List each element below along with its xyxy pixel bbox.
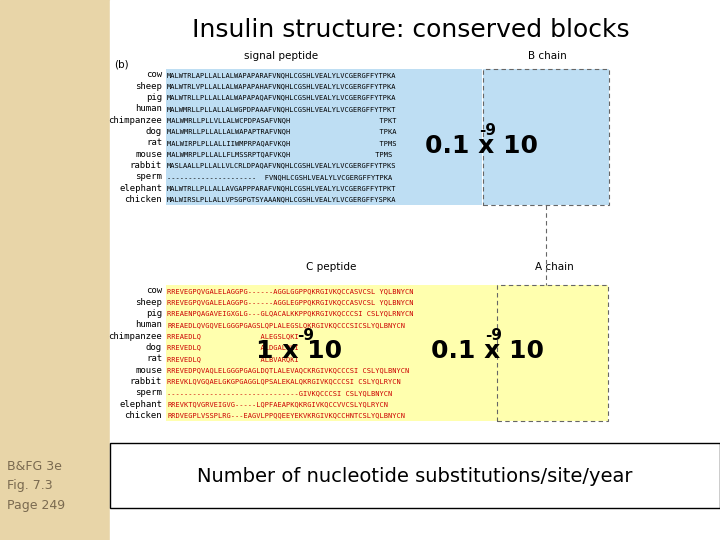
Bar [483,69,609,205]
Text: -------------------------------GIVKQCCCSI CSLYQLBNYCN: -------------------------------GIVKQCCCS… [167,390,392,396]
Text: sheep: sheep [135,82,162,91]
Text: ---------------------  FVNQHLCGSHLVEALYLVCGERGFFYTPKA: --------------------- FVNQHLCGSHLVEALYLV… [167,174,392,180]
Bar [497,285,608,421]
Text: chimpanzee: chimpanzee [108,332,162,341]
Text: chicken: chicken [125,411,162,420]
Text: B chain: B chain [528,51,567,61]
Text: RREAEDLQVGQVELGGGPGAGSLQPLALEGSLQKRGIVKQCCCSICSLYQLBNYCN: RREAEDLQVGQVELGGGPGAGSLQPLALEGSLQKRGIVKQ… [167,322,405,328]
Text: Insulin structure: conserved blocks: Insulin structure: conserved blocks [192,18,629,42]
Text: MALWTRLVPLLALLALWAPAPAHAFVNQHLCGSHLVEALYLVCGERGFFYTPKA: MALWTRLVPLLALLALWAPAPAHAFVNQHLCGSHLVEALY… [167,83,397,89]
Text: -9: -9 [297,328,314,343]
Text: human: human [135,320,162,329]
Text: sperm: sperm [135,172,162,181]
Text: (b): (b) [114,60,128,70]
Text: sheep: sheep [135,298,162,307]
Text: MALWTRLLPLLALLALWAPAPAQAFVNQHLCGSHLVEALYLVCGERGFFYTPKA: MALWTRLLPLLALLALWAPAPAQAFVNQHLCGSHLVEALY… [167,94,397,100]
Text: -9: -9 [485,328,503,343]
Text: 0.1 x 10: 0.1 x 10 [431,339,544,363]
Text: 1 x 10: 1 x 10 [256,339,342,363]
Text: rat: rat [146,138,162,147]
Text: RREAEDLQ              ALEGSLQKI: RREAEDLQ ALEGSLQKI [167,333,299,339]
Bar [110,443,720,508]
Text: MALWTRLAPLLALLALWAPAPARAFVNQHLCGSHLVEALYLVCGERGFFYTPKA: MALWTRLAPLLALLALWAPAPARAFVNQHLCGSHLVEALY… [167,72,397,78]
Text: MALWMRLLPLLVLLALWCPDPASAFVNQH                     TPKT: MALWMRLLPLLVLLALWCPDPASAFVNQH TPKT [167,117,397,123]
Text: MALWMRPLPLLALLFLMSSRPTQAFVKQH                    TPMS: MALWMRPLPLLALLFLMSSRPTQAFVKQH TPMS [167,151,392,157]
Bar [166,285,497,421]
Text: -9: -9 [480,123,497,138]
Bar [0,0,110,540]
Text: RREVKTQVGRVEIGVG-----LQPFAEAPKQKRGIVKQCCVVCSLYQLRYCN: RREVKTQVGRVEIGVG-----LQPFAEAPKQKRGIVKQCC… [167,401,388,407]
Text: pig: pig [146,309,162,318]
Text: MALWTRLLPLLALLAVGAPPPARAFVNQHLCGSHLVEALYLVCGERGFFYTPKT: MALWTRLLPLLALLAVGAPPPARAFVNQHLCGSHLVEALY… [167,185,397,191]
Text: RREVEDLQ              ALDGALQKI: RREVEDLQ ALDGALQKI [167,345,299,350]
Text: cow: cow [146,70,162,79]
Text: RREVEDPQVAQLELGGGPGAGLDQTLALEVAQCKRGIVKQCCCSI CSLYQLBNYCN: RREVEDPQVAQLELGGGPGAGLDQTLALEVAQCKRGIVKQ… [167,367,409,373]
Text: RREVEGPQVGALELAGGPG------AGGLGGPPQKRGIVKQCCASVCSL YQLBNYCN: RREVEGPQVGALELAGGPG------AGGLGGPPQKRGIVK… [167,288,413,294]
Text: C peptide: C peptide [306,261,356,272]
Text: elephant: elephant [119,184,162,193]
Text: pig: pig [146,93,162,102]
Bar [166,69,482,205]
Text: MALWIRSLPLLALLVPSGPGTSYAAANQHLCGSHLVEALYLVCGERGFFYSPKA: MALWIRSLPLLALLVPSGPGTSYAAANQHLCGSHLVEALY… [167,197,397,202]
Bar [497,285,608,421]
Text: MALWIRPLPLLALLIIWMPRPAQAFVKQH                     TPMS: MALWIRPLPLLALLIIWMPRPAQAFVKQH TPMS [167,140,397,146]
Text: cow: cow [146,286,162,295]
Text: rabbit: rabbit [130,377,162,386]
Text: 0.1 x 10: 0.1 x 10 [425,134,538,158]
Text: signal peptide: signal peptide [244,51,318,61]
Text: A chain: A chain [535,261,574,272]
Text: MALWMRLLPLLALLALWAPAPTRAFVNQH                     TPKA: MALWMRLLPLLALLALWAPAPTRAFVNQH TPKA [167,129,397,134]
Text: RREAENPQAGAVEIGXGLG---GLQACALKKPPQKRGIVKQCCCSI CSLYQLRNYCN: RREAENPQAGAVEIGXGLG---GLQACALKKPPQKRGIVK… [167,310,413,316]
Text: mouse: mouse [135,366,162,375]
Text: elephant: elephant [119,400,162,409]
Text: chimpanzee: chimpanzee [108,116,162,125]
Text: sperm: sperm [135,388,162,397]
Text: human: human [135,104,162,113]
Bar [110,0,720,540]
Text: chicken: chicken [125,195,162,204]
Text: MASLAALLPLLALLVLCRLDPAQAFVNQHLCGSHLVEALYLVCGERGFFYTPKS: MASLAALLPLLALLVLCRLDPAQAFVNQHLCGSHLVEALY… [167,163,397,168]
Text: mouse: mouse [135,150,162,159]
Text: MALWMRLLPLLALLALWGPDPAAAFVNQHLCGSHLVEALYLVCGERGFFYTPKT: MALWMRLLPLLALLALWGPDPAAAFVNQHLCGSHLVEALY… [167,106,397,112]
Bar [483,69,609,205]
Text: dog: dog [146,343,162,352]
Text: RRDVEGPLVSSPLRG---EAGVLPPQQEEYEKVKRGIVKQCCHNTCSLYQLBNYCN: RRDVEGPLVSSPLRG---EAGVLPPQQEEYEKVKRGIVKQ… [167,413,405,418]
Text: dog: dog [146,127,162,136]
Text: Number of nucleotide substitutions/site/year: Number of nucleotide substitutions/site/… [197,467,632,486]
Text: B&FG 3e
Fig. 7.3
Page 249: B&FG 3e Fig. 7.3 Page 249 [7,460,66,512]
Text: RREVKLQVGQAELGKGPGAGGLQPSALEKALQKRGIVKQCCCSI CSLYQLRYCN: RREVKLQVGQAELGKGPGAGGLQPSALEKALQKRGIVKQC… [167,379,401,384]
Text: rat: rat [146,354,162,363]
Text: RREVEGPQVGALELAGGPG------AGGLEGPPQKRGIVKQCCASVCSL YQLBNYCN: RREVEGPQVGALELAGGPG------AGGLEGPPQKRGIVK… [167,299,413,305]
Text: RREVEDLQ              ALBVARQKI: RREVEDLQ ALBVARQKI [167,356,299,362]
Text: rabbit: rabbit [130,161,162,170]
